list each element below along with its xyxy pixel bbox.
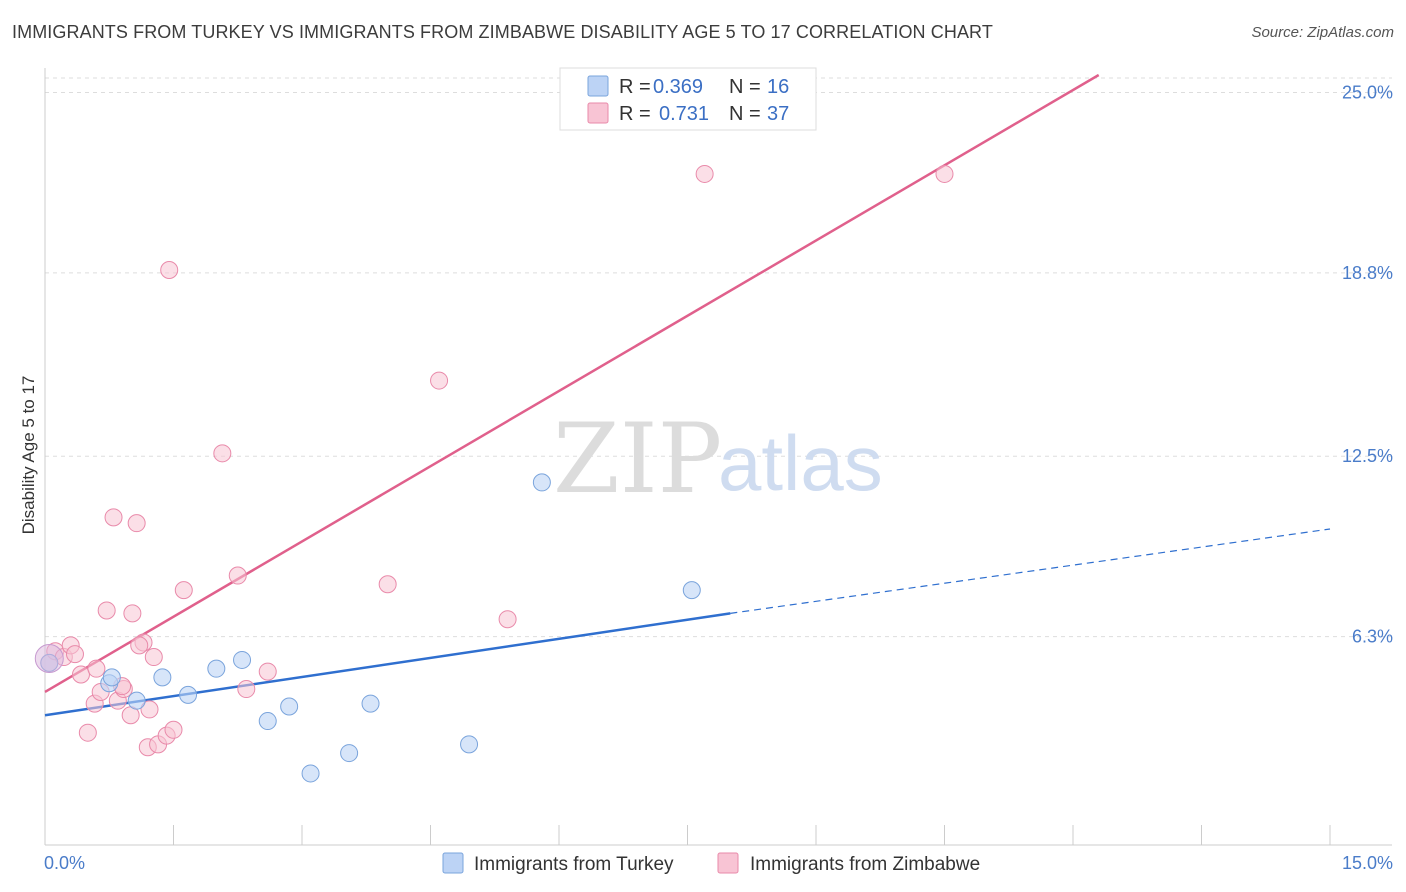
source-credit: Source: ZipAtlas.com [1251,24,1394,41]
point-zimbabwe [71,665,90,684]
y-tick-label: 12.5% [1342,446,1393,466]
legend-swatch-zimbabwe [587,102,609,124]
point-zimbabwe [144,648,163,667]
point-zimbabwe [164,720,183,739]
legend-r-value-turkey: 0.369 [653,76,703,98]
bottom-legend-swatch-zimbabwe [717,852,739,874]
y-tick-label: 25.0% [1342,82,1393,102]
point-zimbabwe [78,723,97,742]
point-turkey [280,697,299,716]
point-turkey [682,581,701,600]
point-zimbabwe [213,444,232,463]
bottom-legend-swatch-turkey [442,852,464,874]
point-zimbabwe [174,581,193,600]
legend-n-label-turkey: N = [729,76,761,98]
point-zimbabwe [160,260,179,279]
legend-r-label-turkey: R = [619,76,651,98]
point-turkey [179,685,198,704]
bottom-legend-label-zimbabwe: Immigrants from Zimbabwe [750,854,980,875]
trend-line-turkey-extension [730,528,1331,614]
point-zimbabwe [97,601,116,620]
x-tick-label-min: 0.0% [44,853,85,873]
y-tick-label: 6.3% [1352,627,1393,647]
legend-n-value-zimbabwe: 37 [767,103,789,125]
point-turkey [532,473,551,492]
legend-r-label-zimbabwe: R = [619,103,651,125]
point-zimbabwe [87,659,106,678]
point-zimbabwe [104,508,123,527]
point-zimbabwe [935,164,954,183]
point-zimbabwe [123,604,142,623]
trend-line-turkey [44,612,731,717]
legend-n-value-turkey: 16 [767,76,789,98]
watermark-zip: ZIP [553,403,722,515]
point-zimbabwe [237,680,256,699]
point-turkey [361,694,380,713]
point-zimbabwe [695,164,714,183]
bottom-legend: Immigrants from Turkey Immigrants from Z… [442,852,980,875]
point-zimbabwe [127,514,146,533]
legend-n-label-zimbabwe: N = [729,103,761,125]
x-tick-label-max: 15.0% [1342,853,1393,873]
bottom-legend-label-turkey: Immigrants from Turkey [474,854,674,875]
point-turkey [233,650,252,669]
point-zimbabwe [130,636,149,655]
watermark-atlas: atlas [718,419,883,507]
point-turkey [301,764,320,783]
trend-layer [44,73,1331,717]
point-layer [34,164,954,783]
watermark: ZIP atlas [553,403,883,515]
point-turkey [153,668,172,687]
point-turkey [460,735,479,754]
point-turkey [258,712,277,731]
point-zimbabwe [498,610,517,629]
chart-title: IMMIGRANTS FROM TURKEY VS IMMIGRANTS FRO… [12,22,993,42]
point-zimbabwe [140,700,159,719]
grid-layer [45,77,1392,638]
point-zimbabwe [228,566,247,585]
point-zimbabwe [378,575,397,594]
point-zimbabwe [65,645,84,664]
point-zimbabwe [258,662,277,681]
y-tick-label: 18.8% [1342,263,1393,283]
point-turkey [102,668,121,687]
point-turkey [207,659,226,678]
trend-line-zimbabwe [44,73,1100,694]
point-turkey [127,691,146,710]
top-legend: R = 0.369 N = 16 R = 0.731 N = 37 [559,67,817,131]
axis-layer: 6.3% 12.5% 18.8% 25.0% 0.0% 15.0% [44,68,1393,873]
point-cluster-origin [34,643,64,673]
point-zimbabwe [430,371,449,390]
point-turkey [340,744,359,763]
legend-swatch-turkey [587,75,609,97]
legend-r-value-zimbabwe: 0.731 [659,103,709,125]
y-axis-title: Disability Age 5 to 17 [19,376,38,535]
